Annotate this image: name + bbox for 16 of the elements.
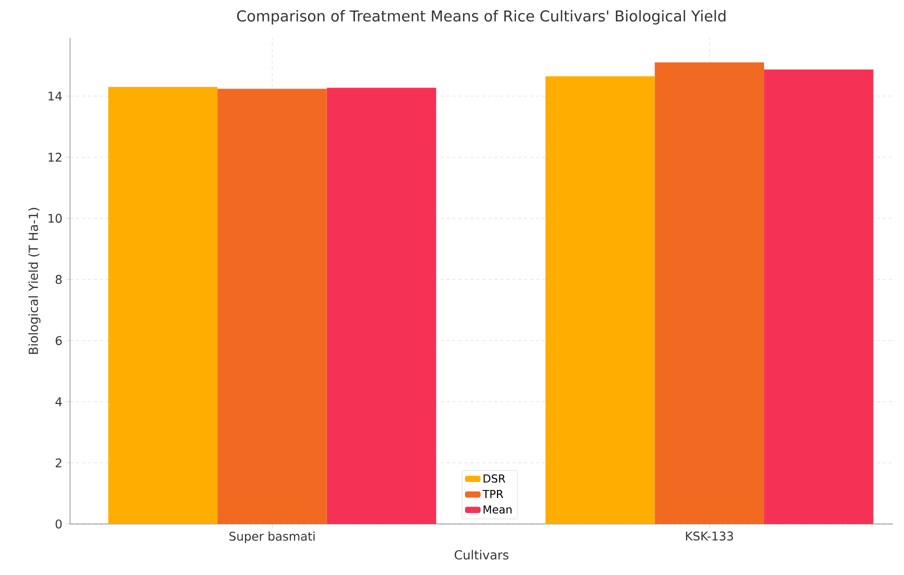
y-tick-label: 0 [56,519,62,529]
y-tick-label: 10 [48,214,62,223]
y-tick-label: 6 [56,336,62,346]
x-tick-label: KSK-133 [686,532,734,541]
chart-title: Comparison of Treatment Means of Rice Cultivars' Biological Yield [237,10,726,24]
x-axis-title: Cultivars [454,550,508,560]
legend-label: Mean [484,505,512,514]
y-tick-label: 14 [48,92,62,100]
x-tick-label: Super basmati [230,532,315,544]
y-tick-label: 8 [56,274,62,284]
legend-label: DSR [484,474,506,483]
y-tick-label: 2 [56,458,62,468]
y-tick-label: 4 [55,397,62,406]
y-axis-title: Biological Yield (T Ha-1) [28,208,40,354]
legend-label: TPR [482,490,504,498]
y-tick-label: 12 [48,152,62,162]
